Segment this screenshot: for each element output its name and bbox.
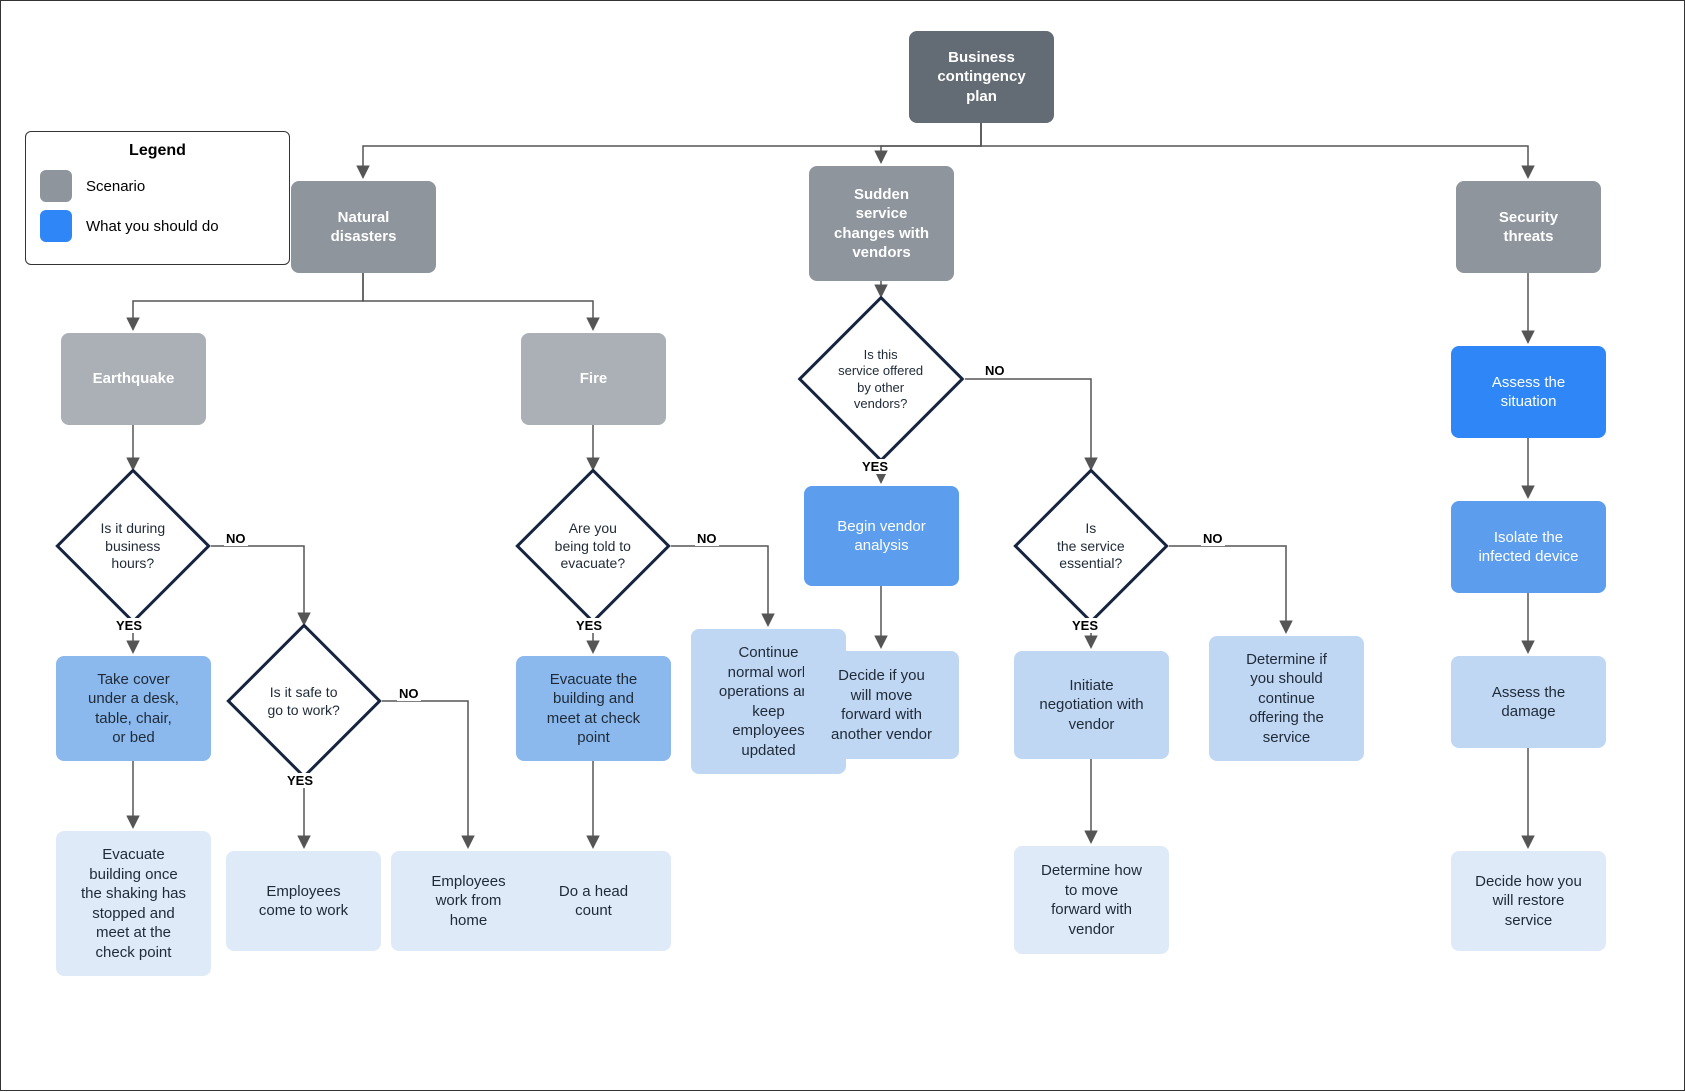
node-label: Assess thedamage: [1492, 683, 1565, 722]
legend-swatch: [40, 210, 72, 242]
decision-label: Isthe serviceessential?: [1039, 520, 1143, 573]
decision-label: Is thisservice offeredby othervendors?: [825, 347, 937, 412]
node-vend_a5: Determine howto moveforward withvendor: [1014, 846, 1169, 954]
node-nat: Naturaldisasters: [291, 181, 436, 273]
node-label: Do a headcount: [559, 882, 628, 921]
decision-d_vend1: Is thisservice offeredby othervendors?: [798, 296, 965, 463]
node-label: Employeeswork fromhome: [431, 872, 505, 931]
edge-label-fire_no: NO: [695, 531, 719, 546]
node-label: Determine howto moveforward withvendor: [1041, 861, 1142, 939]
node-label: Earthquake: [93, 369, 175, 389]
node-label: Initiatenegotiation withvendor: [1039, 676, 1143, 735]
node-label: Decide if youwill moveforward withanothe…: [831, 666, 932, 744]
node-fire_a3: Do a headcount: [516, 851, 671, 951]
node-eq: Earthquake: [61, 333, 206, 425]
node-label: Securitythreats: [1499, 208, 1558, 247]
node-label: Isolate theinfected device: [1478, 528, 1578, 567]
node-label: Fire: [580, 369, 608, 389]
legend-row: What you should do: [40, 210, 275, 242]
node-vend_a1: Begin vendoranalysis: [804, 486, 959, 586]
node-vend_a3: Initiatenegotiation withvendor: [1014, 651, 1169, 759]
edge-label-v1_no: NO: [983, 363, 1007, 378]
edge-label-v1_yes: YES: [860, 459, 890, 474]
decision-d_safe: Is it safe togo to work?: [226, 623, 382, 779]
legend-label: What you should do: [86, 218, 219, 235]
node-label: Assess thesituation: [1492, 373, 1565, 412]
decision-label: Is it safe togo to work?: [252, 684, 356, 719]
edge-label-safe_yes: YES: [285, 773, 315, 788]
node-label: Determine ifyou shouldcontinueoffering t…: [1246, 650, 1327, 748]
decision-d_eq: Is it duringbusinesshours?: [55, 468, 211, 624]
node-label: Take coverunder a desk,table, chair,or b…: [88, 670, 179, 748]
node-sec_a3: Assess thedamage: [1451, 656, 1606, 748]
node-label: Begin vendoranalysis: [837, 517, 925, 556]
node-sec_a4: Decide how youwill restoreservice: [1451, 851, 1606, 951]
legend: Legend Scenario What you should do: [25, 131, 290, 265]
node-label: Businesscontingencyplan: [937, 48, 1025, 107]
edge-label-v2_yes: YES: [1070, 618, 1100, 633]
node-label: Decide how youwill restoreservice: [1475, 872, 1582, 931]
edge-label-eq_no: NO: [224, 531, 248, 546]
edge-label-safe_no: NO: [397, 686, 421, 701]
node-sec_a2: Isolate theinfected device: [1451, 501, 1606, 593]
decision-label: Are youbeing told toevacuate?: [541, 520, 645, 573]
decision-d_fire: Are youbeing told toevacuate?: [515, 468, 671, 624]
node-label: Suddenservicechanges withvendors: [834, 185, 929, 263]
edge-label-fire_yes: YES: [574, 618, 604, 633]
node-vend_a2: Decide if youwill moveforward withanothe…: [804, 651, 959, 759]
node-label: Evacuatebuilding oncethe shaking hasstop…: [81, 845, 186, 962]
flowchart-canvas: Legend Scenario What you should do Business…: [0, 0, 1685, 1091]
decision-label: Is it duringbusinesshours?: [81, 520, 185, 573]
node-label: Employeescome to work: [259, 882, 348, 921]
node-sec: Securitythreats: [1456, 181, 1601, 273]
node-vend: Suddenservicechanges withvendors: [809, 166, 954, 281]
legend-row: Scenario: [40, 170, 275, 202]
edge-label-eq_yes: YES: [114, 618, 144, 633]
node-fire_a1: Evacuate thebuilding andmeet at checkpoi…: [516, 656, 671, 761]
legend-title: Legend: [40, 142, 275, 160]
node-label: Evacuate thebuilding andmeet at checkpoi…: [547, 670, 640, 748]
legend-label: Scenario: [86, 178, 145, 195]
decision-d_vend2: Isthe serviceessential?: [1013, 468, 1169, 624]
node-eq_a1: Take coverunder a desk,table, chair,or b…: [56, 656, 211, 761]
edge-label-v2_no: NO: [1201, 531, 1225, 546]
node-eq_a3: Employeescome to work: [226, 851, 381, 951]
node-vend_a4: Determine ifyou shouldcontinueoffering t…: [1209, 636, 1364, 761]
node-label: Naturaldisasters: [331, 208, 397, 247]
legend-swatch: [40, 170, 72, 202]
node-fire: Fire: [521, 333, 666, 425]
node-root: Businesscontingencyplan: [909, 31, 1054, 123]
node-eq_a2: Evacuatebuilding oncethe shaking hasstop…: [56, 831, 211, 976]
node-sec_a1: Assess thesituation: [1451, 346, 1606, 438]
